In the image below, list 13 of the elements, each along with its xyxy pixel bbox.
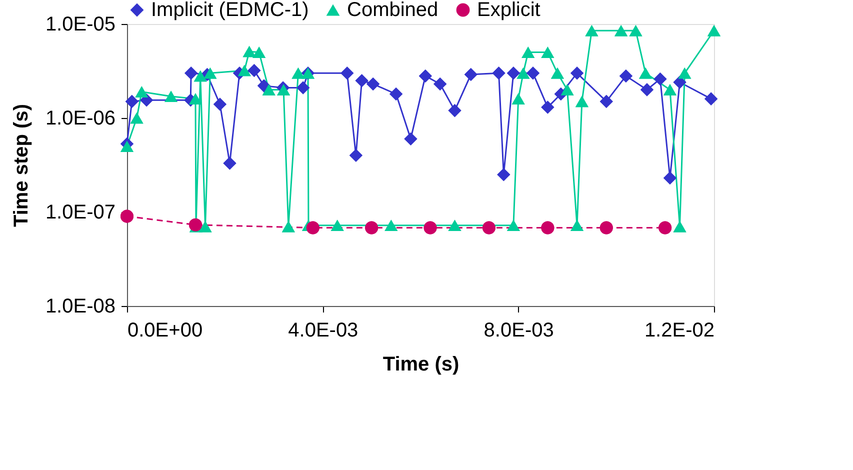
x-tick-label: 4.0E-03	[288, 320, 358, 342]
x-tick-label: 0.0E+00	[128, 320, 203, 342]
x-tick-label: 1.2E-02	[644, 320, 714, 342]
legend-label: Combined	[347, 0, 438, 21]
y-axis-title: Time step (s)	[10, 104, 32, 227]
y-tick-label: 1.0E-06	[45, 108, 116, 130]
y-tick-label: 1.0E-07	[45, 202, 116, 224]
y-tick-label: 1.0E-08	[45, 296, 116, 318]
legend-label: Implicit (EDMC-1)	[151, 0, 309, 21]
y-tick-label: 1.0E-05	[45, 14, 116, 36]
legend-label: Explicit	[477, 0, 541, 21]
x-axis-title: Time (s)	[382, 354, 460, 376]
x-tick-label: 8.0E-03	[484, 320, 554, 342]
